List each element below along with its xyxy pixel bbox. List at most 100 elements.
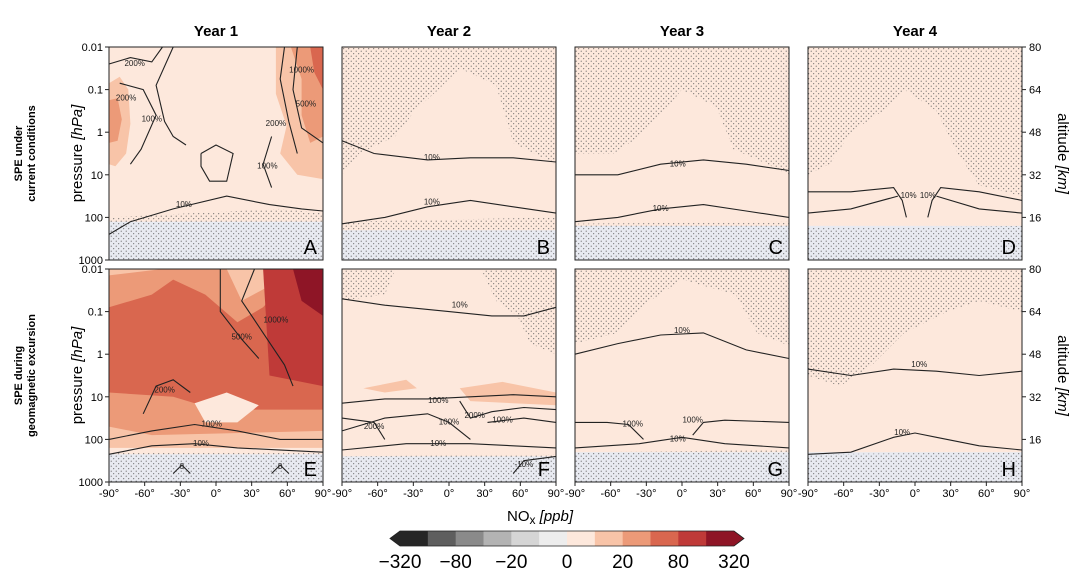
contour-label: 100% [257,161,277,170]
stipple-region [575,47,789,175]
contour-label: 200% [124,59,144,68]
filled-contour [310,47,323,90]
x-tick-label: -90° [332,488,352,500]
filled-contour [194,392,259,423]
contour-label: 10% [430,439,446,448]
contour-label: 500% [231,332,251,341]
contour-line [271,464,290,474]
colorbar-frame [389,530,745,547]
x-tick-label: 0° [444,488,455,500]
contour-line [341,413,471,440]
contour-line [808,187,907,218]
panel-letter: F [538,459,550,481]
contour-label: 10% [176,200,192,209]
contour-label: 10% [894,428,910,437]
alt-tick-label: 32 [1029,392,1041,404]
contour-label: 10% [674,326,690,335]
contour-label: 100% [439,417,459,426]
row-title-line: SPE during [13,346,25,405]
colorbar-swatch [400,531,429,546]
x-tick-label: -30° [170,488,190,500]
x-tick-label: 60° [279,488,296,500]
contour-line [807,432,1023,455]
contour-label: 10% [901,191,917,200]
panel-letter: C [769,237,783,259]
contour-label: 500% [296,100,316,109]
contour-line [341,298,557,317]
panel-letter: B [537,237,550,259]
x-tick-label: -90° [565,488,585,500]
y-axis-label-unit: [hPa] [69,326,86,363]
column-title: Year 1 [194,23,238,40]
contour-line [807,368,1023,377]
contour-label: 1000% [289,66,314,75]
x-tick-label: -90° [99,488,119,500]
contour-label: 100% [142,115,162,124]
contour-line [574,436,790,449]
alt-tick-label: 80 [1029,264,1041,276]
colorbar-swatch [427,531,457,546]
stipple-region [481,269,556,355]
panel-c: 10% 10% C [574,46,790,261]
contour-line [807,195,899,214]
y-axis-label-unit: [km] [1054,165,1071,195]
stipple-region [575,221,789,260]
contour-line [108,195,324,235]
y-tick-label: 1000 [79,477,103,489]
y-axis-label-text: pressure [69,362,86,425]
contour-label: 10% [452,300,468,309]
colorbar-swatch [622,531,651,546]
colorbar-swatch [594,531,624,546]
contour-label: 100% [623,420,643,429]
contour-line [279,46,298,154]
stipple-region [109,452,323,482]
panel-frame [574,46,790,261]
colorbar-swatch [455,531,484,546]
contour-label: 200% [464,411,484,420]
contour-label: 10% [911,360,927,369]
y-axis-label-unit: [hPa] [69,104,86,141]
row-title-line: current conditions [26,105,38,202]
panel-letter: H [1002,459,1016,481]
contour-label: 100% [492,415,512,424]
colorbar-label-subscript: x [529,513,535,527]
contour-line [200,144,234,182]
panel-a: 200% 200% 100% 1000% 500% 200% 100% 10% A 0.01 0.1… [79,42,324,267]
contour-label: 1000% [263,315,288,324]
colorbar-tick-label: 80 [668,552,689,573]
panel-b: 10% 10% B [341,46,557,261]
panel-frame [807,46,1023,261]
contour-label: 10% [424,153,440,162]
y-tick-label: 1 [97,127,103,139]
contour-line [487,417,557,423]
stipple-region [342,217,556,260]
y-axis-label-text: altitude [1054,335,1071,388]
y-tick-label: 0.01 [82,264,103,276]
y-axis-label-text: altitude [1054,113,1071,166]
contour-line [108,46,163,65]
contour-label: 10% [670,159,686,168]
row-title-line: SPE under [13,125,25,181]
colorbar-tick-label: −20 [495,552,527,573]
contour-label: 0 [278,462,283,471]
contour-line [927,187,1023,218]
alt-tick-label: 64 [1029,307,1041,319]
alt-tick-label: 80 [1029,42,1041,54]
colorbar-tick-label: −320 [379,552,422,573]
stipple-region [342,269,396,301]
stipple-region [575,450,789,482]
colorbar-extend-high [734,531,744,546]
colorbar-tick-label: 320 [718,552,750,573]
panel-frame [341,46,557,261]
x-tick-label: 90° [781,488,798,500]
x-tick-label: -30° [636,488,656,500]
y-axis-label-altitude: altitude [km] [1054,113,1071,195]
colorbar-label: NOx [ppb] [507,508,574,527]
x-tick-label: 90° [548,488,565,500]
alt-tick-label: 16 [1029,212,1041,224]
contour-label: 10% [920,191,936,200]
contour-line [219,269,260,359]
row-title: SPE undercurrent conditions [13,105,38,202]
colorbar-swatch [511,531,540,546]
